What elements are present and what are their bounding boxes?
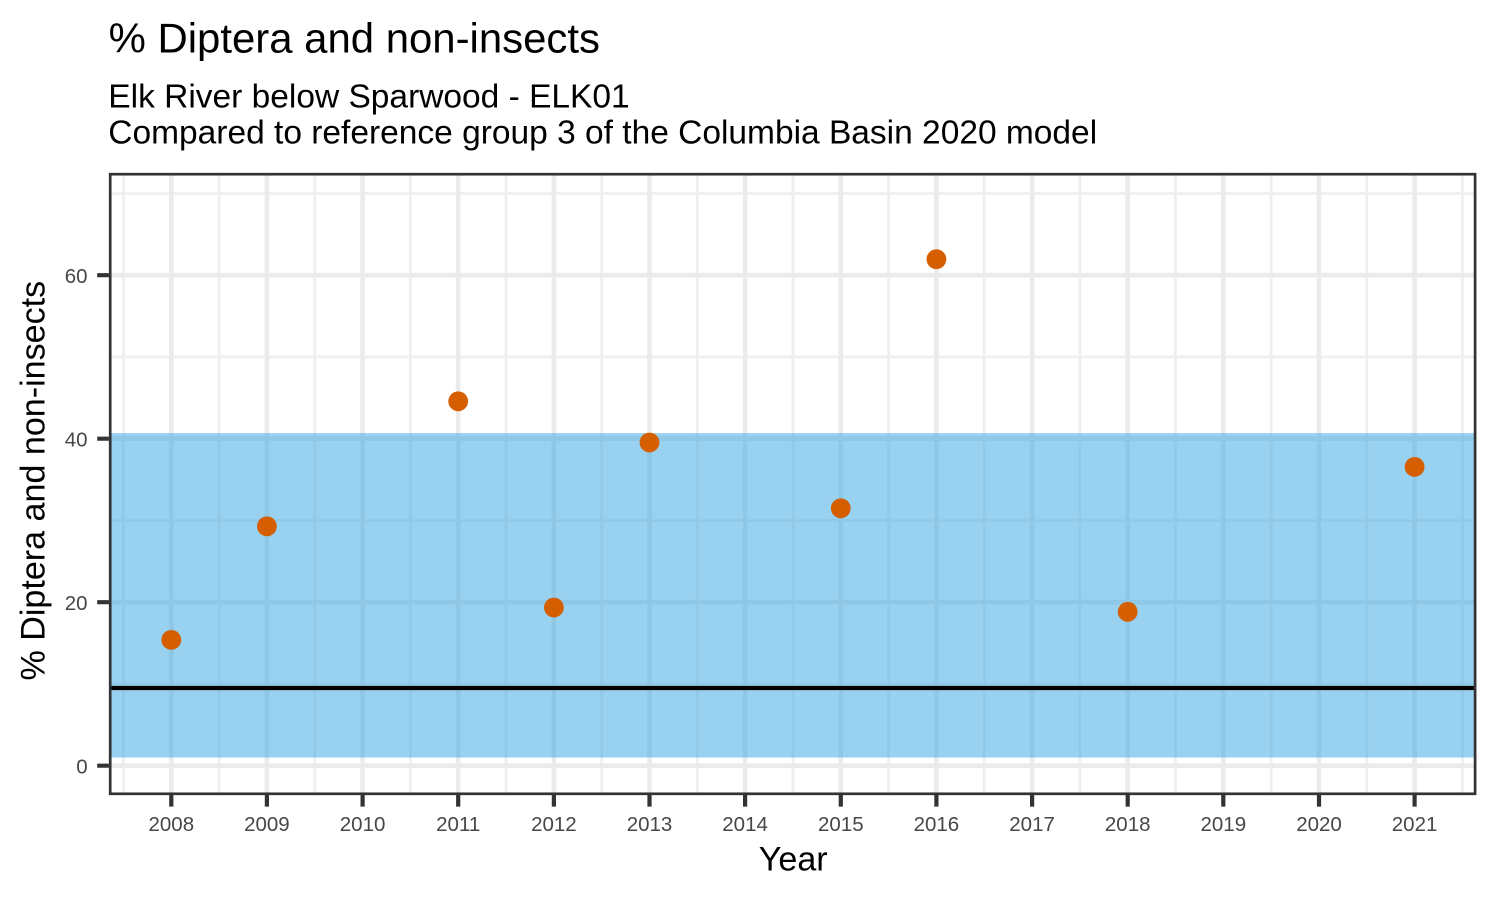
svg-text:2018: 2018 — [1105, 813, 1151, 836]
svg-text:Year: Year — [759, 840, 828, 878]
svg-text:2017: 2017 — [1009, 813, 1055, 836]
svg-text:0: 0 — [76, 756, 87, 779]
svg-text:2021: 2021 — [1392, 813, 1438, 836]
svg-text:2008: 2008 — [148, 813, 194, 836]
svg-text:20: 20 — [65, 592, 88, 615]
svg-text:2019: 2019 — [1200, 813, 1246, 836]
svg-text:2012: 2012 — [531, 813, 577, 836]
svg-text:2015: 2015 — [818, 813, 864, 836]
svg-text:2013: 2013 — [627, 813, 673, 836]
svg-text:2010: 2010 — [340, 813, 386, 836]
svg-text:Compared to reference group 3: Compared to reference group 3 of the Col… — [108, 114, 1097, 151]
svg-text:% Diptera and non-insects: % Diptera and non-insects — [15, 281, 53, 681]
svg-text:40: 40 — [65, 429, 88, 452]
svg-text:Elk River below Sparwood - ELK: Elk River below Sparwood - ELK01 — [108, 78, 629, 115]
svg-text:2011: 2011 — [436, 813, 480, 836]
svg-text:2016: 2016 — [914, 813, 960, 836]
svg-text:2020: 2020 — [1296, 813, 1342, 836]
svg-text:60: 60 — [65, 265, 88, 288]
svg-text:2009: 2009 — [244, 813, 290, 836]
svg-text:% Diptera and non-insects: % Diptera and non-insects — [109, 15, 600, 62]
svg-text:2014: 2014 — [722, 813, 768, 836]
